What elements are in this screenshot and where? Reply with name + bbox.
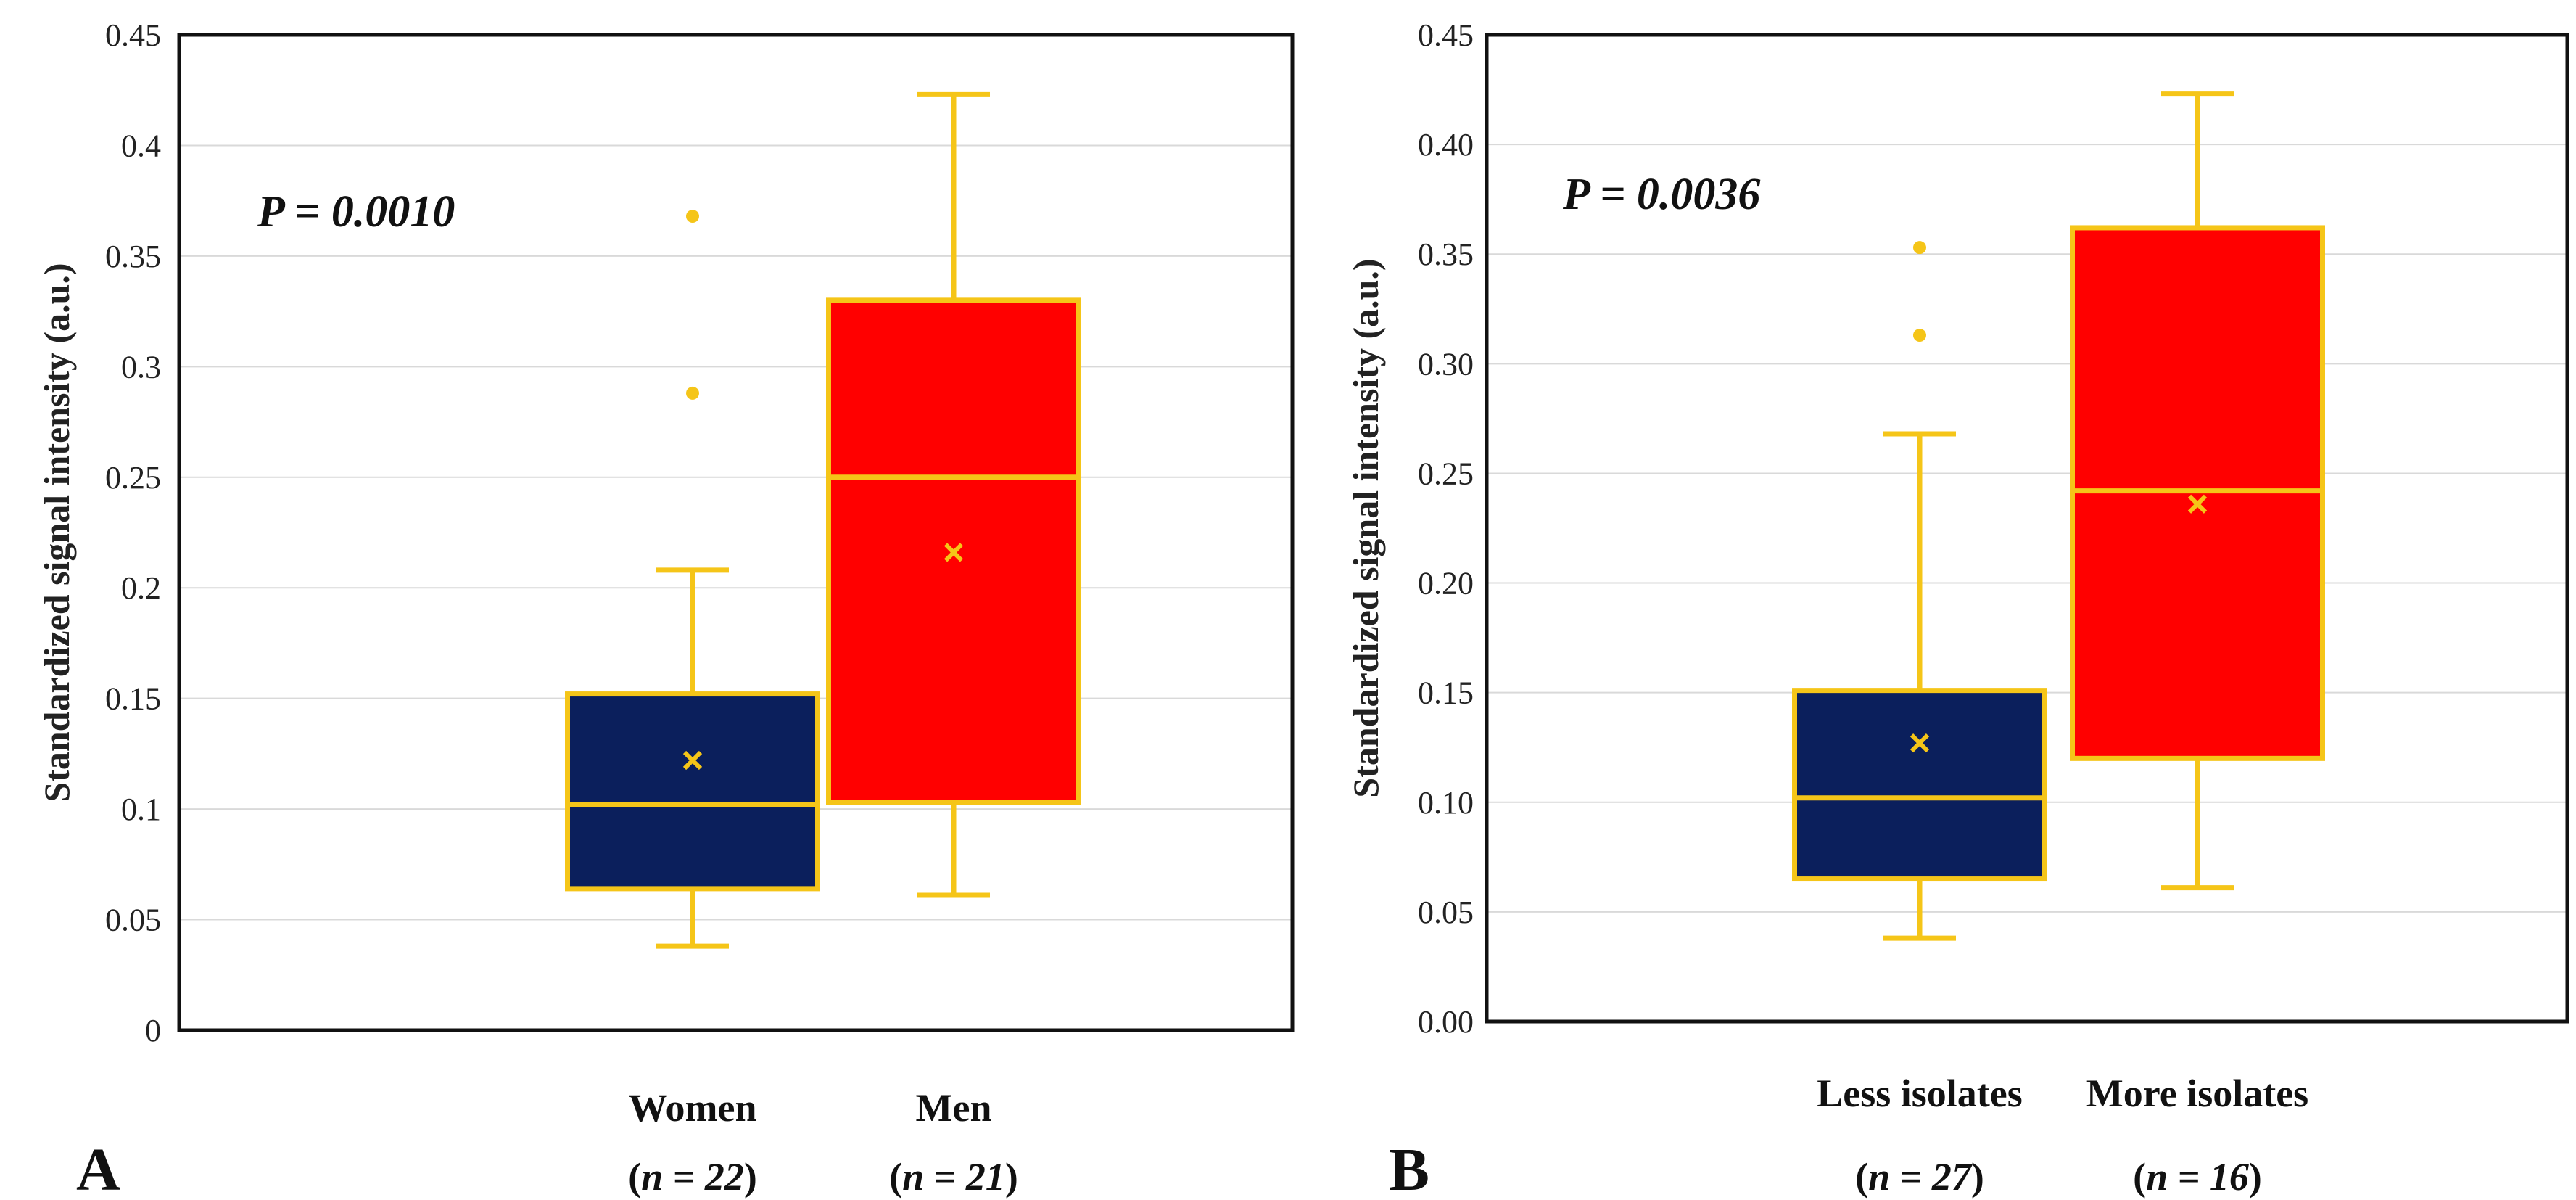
y-tick-label: 0.30 <box>1418 346 1474 382</box>
box-iqr <box>565 691 820 892</box>
n-value: = 22 <box>663 1155 744 1199</box>
category-label: More isolates <box>2086 1072 2308 1115</box>
paren-open: ( <box>628 1155 641 1199</box>
y-axis-label: Standardized signal intensity (a.u.) <box>36 263 77 802</box>
p-value-annotation: P = 0.0036 <box>1562 170 1760 219</box>
box-group-1 <box>2070 91 2325 891</box>
paren-close: ) <box>1005 1155 1018 1199</box>
paren-open: ( <box>889 1155 902 1199</box>
n-variable: n <box>1868 1155 1890 1199</box>
n-variable: n <box>902 1155 924 1199</box>
y-tick-label: 0.45 <box>1418 17 1474 53</box>
y-tick-label: 0.10 <box>1418 785 1474 821</box>
box-group-0 <box>1792 241 2047 941</box>
n-variable: n <box>2146 1155 2168 1199</box>
plot-frame <box>177 33 1295 1032</box>
p-symbol: P <box>257 187 286 237</box>
n-value: = 27 <box>1890 1155 1973 1199</box>
category-label: Men <box>916 1086 992 1130</box>
y-tick-label: 0.2 <box>121 570 161 606</box>
box-group-1 <box>826 91 1081 898</box>
sample-size-label: (n = 27) <box>1855 1155 1984 1199</box>
sample-size-label: (n = 22) <box>628 1155 757 1199</box>
y-tick-label: 0.05 <box>105 903 161 938</box>
mean-marker <box>944 543 964 562</box>
n-variable: n <box>641 1155 663 1199</box>
y-tick-label: 0 <box>145 1013 161 1048</box>
category-label: Less isolates <box>1817 1072 2023 1115</box>
y-tick-label: 0.40 <box>1418 127 1474 163</box>
outlier-point <box>1913 329 1926 342</box>
outlier-point <box>686 210 699 223</box>
paren-close: ) <box>744 1155 757 1199</box>
mean-marker-stroke <box>682 750 703 770</box>
outlier-point <box>1913 241 1926 255</box>
y-tick-label: 0.35 <box>105 239 161 274</box>
p-symbol: P <box>1562 170 1591 219</box>
box-iqr <box>1792 688 2047 882</box>
mean-marker <box>2187 494 2208 514</box>
p-value: = 0.0010 <box>284 187 455 237</box>
y-tick-label: 0.15 <box>1418 675 1474 711</box>
panel-label: B <box>1389 1136 1429 1200</box>
sample-size-label: (n = 16) <box>2133 1155 2262 1199</box>
paren-close: ) <box>1971 1155 1984 1199</box>
y-tick-label: 0.25 <box>105 460 161 496</box>
mean-marker-stroke <box>1910 733 1930 753</box>
y-tick-label: 0.15 <box>105 681 161 717</box>
y-tick-label: 0.25 <box>1418 456 1474 491</box>
y-axis-label: Standardized signal intensity (a.u.) <box>1345 258 1386 797</box>
box-group-0 <box>565 210 820 949</box>
chart-panel-b: 0.00 0.05 0.10 0.15 0.20 0.25 0.30 0.35 0.40 0.45… <box>1345 17 2569 1200</box>
chart-panel-a: 0 0.05 0.1 0.15 0.2 0.25 0.3 0.35 0.4 0.45 Standar… <box>36 17 1295 1200</box>
y-tick-label: 0.05 <box>1418 895 1474 930</box>
paren-close: ) <box>2249 1155 2262 1199</box>
y-tick-label: 0.35 <box>1418 237 1474 272</box>
panel-label: A <box>76 1136 120 1200</box>
category-label: Women <box>628 1086 756 1130</box>
mean-marker <box>1910 733 1930 753</box>
y-tick-label: 0.45 <box>105 17 161 53</box>
p-value: = 0.0036 <box>1589 170 1761 219</box>
y-tick-label: 0.4 <box>121 128 161 163</box>
paren-open: ( <box>2133 1155 2146 1199</box>
paren-open: ( <box>1855 1155 1868 1199</box>
mean-marker-stroke <box>944 543 964 562</box>
outlier-point <box>686 386 699 400</box>
mean-marker-stroke <box>2187 494 2208 514</box>
p-value-annotation: P = 0.0010 <box>257 187 455 237</box>
plot-frame <box>1485 33 2569 1024</box>
sample-size-label: (n = 21) <box>889 1155 1018 1199</box>
y-tick-label: 0.20 <box>1418 566 1474 601</box>
n-value: = 21 <box>924 1155 1005 1199</box>
y-tick-label: 0.3 <box>121 349 161 385</box>
y-tick-label: 0.00 <box>1418 1004 1474 1040</box>
y-tick-label: 0.1 <box>121 792 161 827</box>
n-value: = 16 <box>2168 1155 2249 1199</box>
mean-marker <box>682 750 703 770</box>
